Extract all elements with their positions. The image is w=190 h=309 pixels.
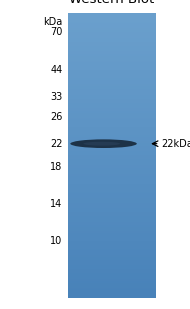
Text: 26: 26 [50, 112, 63, 122]
Text: kDa: kDa [44, 17, 63, 27]
Text: 14: 14 [51, 199, 63, 209]
Text: 70: 70 [50, 28, 63, 37]
Text: 22kDa: 22kDa [162, 139, 190, 149]
Text: Western Blot: Western Blot [70, 0, 155, 6]
Text: 33: 33 [51, 92, 63, 102]
Ellipse shape [83, 142, 120, 146]
Text: 22: 22 [50, 139, 63, 149]
Ellipse shape [70, 139, 137, 148]
Text: 44: 44 [51, 65, 63, 74]
Text: 10: 10 [51, 236, 63, 246]
Text: 18: 18 [51, 162, 63, 172]
